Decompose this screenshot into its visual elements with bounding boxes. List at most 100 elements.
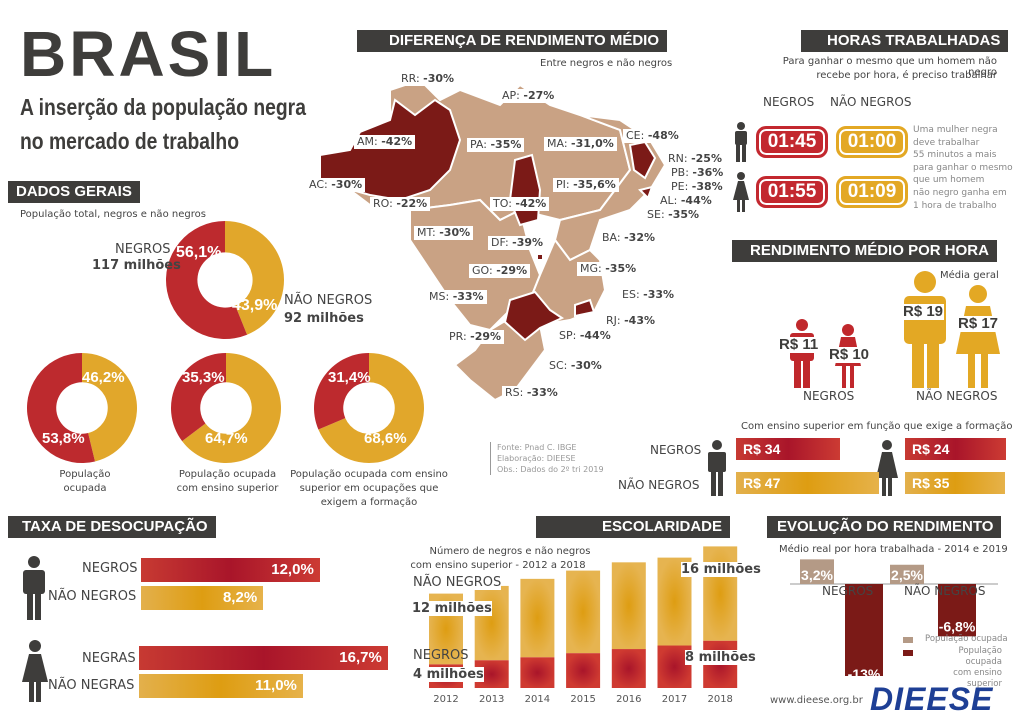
map-label-pi: PI: -35,6%: [553, 178, 619, 192]
clock-homem-negros: 01:45: [756, 126, 828, 158]
escolaridade-header: ESCOLARIDADE: [536, 516, 731, 538]
superior-bar-homem-negros: R$ 34: [736, 438, 840, 460]
donut-0-nao-negros-pct: 46,2%: [82, 369, 125, 386]
man-figure-negros: [790, 319, 814, 388]
map-label-sc: SC: -30%: [546, 359, 605, 373]
evolucao-value-label: -13%: [848, 666, 881, 676]
evolucao-bar-negros-0: [800, 559, 834, 584]
x-tick-label: 2014: [525, 694, 550, 705]
rendimento-nao-negros-homem: R$ 19: [902, 303, 945, 320]
source-line: Elaboração: DIEESE: [497, 454, 576, 463]
donut-1-negros-pct: 35,3%: [182, 369, 225, 386]
main-donut-nao-negros-value: 92 milhões: [284, 311, 364, 326]
main-donut: [166, 221, 284, 339]
donut-2-caption: População ocupada com ensino superior em…: [290, 469, 448, 508]
donut-slice-nao-negros: [318, 353, 424, 463]
legend-swatch-superior: [903, 650, 913, 656]
media-geral-label: Média geral: [940, 270, 999, 281]
escolaridade-label-negros: NEGROS: [413, 648, 469, 663]
donut-2-negros-pct: 31,4%: [328, 369, 371, 386]
bar-negros-2014: [520, 657, 555, 688]
superior-bar-mulher-nao-negras: R$ 35: [905, 472, 1005, 494]
map-label-to: TO: -42%: [490, 197, 550, 211]
map-label-rs: RS: -33%: [502, 386, 561, 400]
clock-homem-nao-negros: 01:00: [836, 126, 908, 158]
woman-figure-nao-negras: [956, 285, 1000, 388]
bar-negros-2016: [611, 649, 646, 688]
donut-slice-negros: [26, 353, 96, 463]
escolaridade-label-4: 4 milhões: [413, 667, 484, 682]
dados-gerais-header: DADOS GERAIS: [8, 181, 140, 203]
donut-slice-nao-negros: [182, 353, 281, 463]
superior-subtitle: Com ensino superior em função que exige …: [741, 421, 1013, 432]
source-line: Fonte: Pnad C. IBGE: [497, 443, 577, 452]
map-state-rj: [574, 298, 596, 318]
rendimento-negros-mulher: R$ 10: [828, 346, 871, 363]
map-label-ba: BA: -32%: [599, 231, 658, 245]
escolaridade-label-16: 16 milhões: [681, 562, 761, 577]
map-label-rj: RJ: -43%: [603, 314, 658, 328]
donut-0-caption: População ocupada: [59, 469, 111, 494]
superior-row-nao-negros: NÃO NEGROS: [618, 478, 700, 492]
escolaridade-label-nao-negros: NÃO NEGROS: [413, 575, 502, 590]
mapa-header: DIFERENÇA DE RENDIMENTO MÉDIO: [357, 30, 668, 52]
note-line: 1 hora de trabalho: [913, 200, 997, 211]
evolucao-subtitle: Médio real por hora trabalhada - 2014 e …: [779, 544, 1008, 555]
escolaridade-label-8: 8 milhões: [685, 650, 756, 665]
map-label-mt: MT: -30%: [414, 226, 474, 240]
map-label-rn: RN: -25%: [665, 152, 725, 166]
horas-col-nao-negros: NÃO NEGROS: [830, 95, 912, 109]
man-icon-desocupacao: [23, 556, 45, 620]
donut-0-negros-pct: 53,8%: [42, 430, 85, 447]
source-line: Obs.: Dados do 2º tri 2019: [497, 465, 604, 474]
map-label-pr: PR: -29%: [446, 330, 505, 344]
rendimento-nao-negros-mulher: R$ 17: [957, 315, 1000, 332]
donut-ocupada-superior-formacao: [314, 353, 424, 463]
escolaridade-label-12: 12 milhões: [412, 601, 492, 616]
legend-superior-line: com ensino superior: [953, 668, 1002, 689]
map-state-al: [638, 185, 654, 200]
map-label-am: AM: -42%: [354, 135, 416, 149]
evolucao-label-nao-negros: NÃO NEGROS: [904, 584, 986, 598]
woman-icon: [733, 172, 749, 212]
evolucao-value-label: 2,5%: [891, 567, 923, 583]
note-line: Uma mulher negra: [913, 125, 998, 135]
legend-ocupada: População ocupada: [925, 634, 1008, 644]
main-donut-negros-value: 117 milhões: [92, 258, 181, 273]
horas-subtitle-2: recebe por hora, é preciso trabalhar: [816, 70, 997, 81]
map-label-go: GO: -29%: [469, 264, 531, 278]
map-label-ms: MS: -33%: [426, 290, 487, 304]
desocupacao-label-nao-negros: NÃO NEGROS: [48, 589, 137, 604]
map-label-sp: SP: -44%: [556, 329, 614, 343]
clock-mulher-negros: 01:55: [756, 176, 828, 208]
legend-superior: População ocupada com ensino superior: [922, 646, 1002, 690]
rendimento-label-nao-negros: NÃO NEGROS: [916, 389, 998, 403]
evolucao-chart: 3,2% -13% 2,5% -6,8%: [790, 559, 998, 676]
mapa-sources: Fonte: Pnad C. IBGE Elaboração: DIEESE O…: [490, 442, 604, 475]
donut-ocupada-superior: [171, 353, 281, 463]
map-label-pb: PB: -36%: [668, 166, 727, 180]
main-donut-nao-negros-pct: 43,9%: [232, 297, 278, 314]
bar-nao-negros-2013: [474, 585, 509, 661]
evolucao-bar-não-negros-0: [890, 564, 924, 584]
x-tick-label: 2015: [570, 694, 595, 705]
map-label-rr: RR: -30%: [398, 72, 458, 86]
note-line: 55 minutos a mais: [913, 150, 997, 161]
bar-nao-negros-2018: [703, 546, 738, 641]
rendimento-negros-homem: R$ 11: [778, 336, 820, 353]
map-state-sp: [503, 290, 565, 342]
donut-2-nao-negros-pct: 68,6%: [364, 430, 407, 447]
main-donut-nao-negros-label: NÃO NEGROS: [284, 293, 373, 308]
page-subtitle-line1: A inserção da população negra: [20, 94, 306, 120]
dieese-site-link[interactable]: www.dieese.org.br: [770, 695, 863, 706]
desocupacao-label-negras: NEGRAS: [82, 651, 136, 666]
bar-nao-negros-2014: [520, 578, 555, 658]
superior-bar-homem-nao-negros: R$ 47: [736, 472, 880, 494]
mapa-subtitle: Entre negros e não negros: [540, 58, 673, 69]
desocupacao-bar-nao-negras: 11,0%: [139, 674, 303, 698]
map-label-ac: AC: -30%: [306, 178, 366, 192]
donut-slice-negros: [314, 353, 369, 430]
escolaridade-subtitle-2: com ensino superior - 2012 a 2018: [410, 560, 586, 571]
desocupacao-label-nao-negras: NÃO NEGRAS: [48, 678, 135, 693]
woman-icon-superior: [876, 440, 898, 496]
